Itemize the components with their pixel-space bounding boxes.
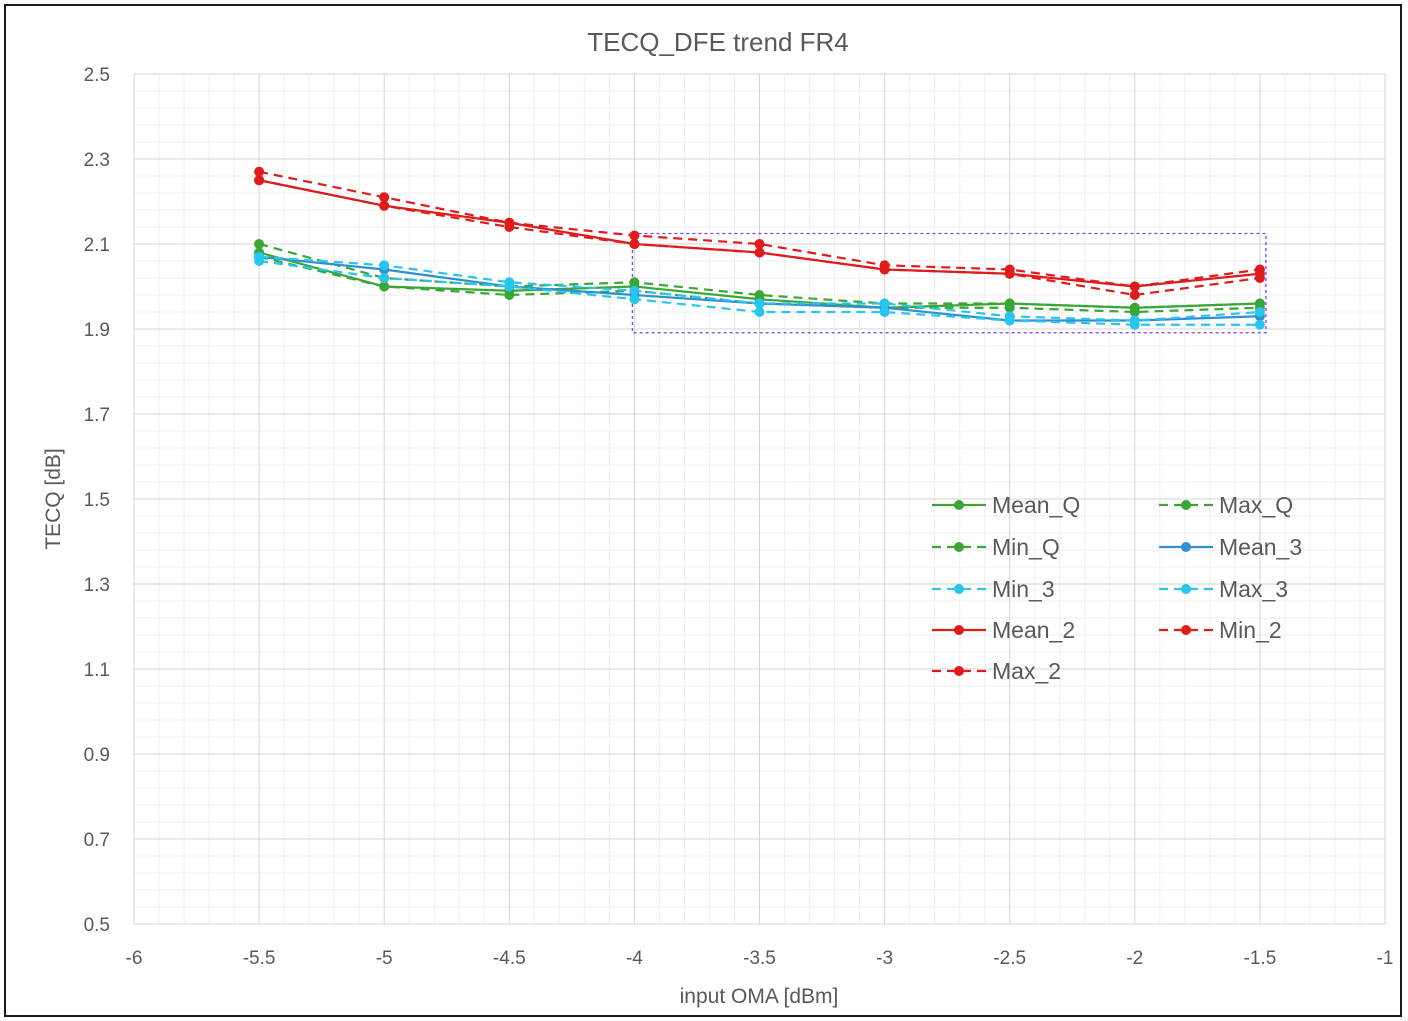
legend-item-min-3: Min_3: [932, 576, 1055, 602]
data-point: [379, 281, 390, 292]
legend-label: Min_Q: [992, 534, 1060, 560]
x-tick-label: -5.5: [243, 948, 276, 969]
data-point: [1254, 273, 1265, 283]
y-tick-label: 2.1: [84, 235, 110, 256]
legend-label: Mean_Q: [992, 492, 1080, 518]
data-point: [629, 294, 640, 305]
data-point: [1129, 281, 1140, 292]
data-point: [1254, 319, 1265, 330]
data-point: [1129, 307, 1140, 317]
y-tick-label: 1.7: [84, 405, 110, 426]
data-point: [879, 260, 890, 271]
x-tick-label: -1.5: [1244, 948, 1277, 969]
data-point: [1004, 264, 1015, 275]
x-tick-label: -3: [876, 948, 893, 969]
tick-labels: -6 -5.5 -5 -4.5 -4 -3.5 -3 -2.5 -2 -1.5 -1 0.5 0.7 0.…: [84, 65, 1394, 969]
legend-swatch-marker: [954, 584, 964, 594]
y-tick-label: 0.7: [84, 830, 110, 851]
data-point: [629, 239, 640, 249]
x-tick-label: -4.5: [493, 948, 526, 969]
x-tick-label: -3.5: [743, 948, 776, 969]
legend-label: Mean_3: [1219, 534, 1302, 560]
data-point: [504, 290, 515, 300]
legend-item-mean-q: Mean_Q: [932, 492, 1080, 518]
data-point: [1004, 302, 1015, 313]
series-line: [258, 255, 1260, 314]
legend-swatch-marker: [1181, 500, 1191, 510]
legend: Mean_Q Max_Q Min_Q Mean_3 Min_3 Max_3 Mean_2 Mi…: [932, 492, 1302, 684]
data-point: [504, 277, 515, 288]
data-point: [754, 247, 765, 258]
x-tick-label: -2.5: [993, 948, 1026, 969]
legend-item-max-2: Max_2: [932, 658, 1061, 684]
legend-label: Max_2: [992, 658, 1061, 684]
legend-swatch-marker: [954, 542, 964, 552]
legend-swatch-marker: [954, 625, 964, 635]
legend-item-min-q: Min_Q: [932, 534, 1060, 560]
data-point: [1254, 307, 1265, 317]
data-point: [379, 200, 390, 211]
legend-swatch-marker: [954, 500, 964, 510]
legend-label: Min_3: [992, 576, 1055, 602]
y-tick-label: 0.5: [84, 915, 110, 936]
legend-label: Mean_2: [992, 617, 1075, 643]
y-tick-label: 2.5: [84, 65, 110, 86]
data-point: [754, 290, 765, 300]
series-max-3: [254, 251, 1265, 326]
y-tick-label: 2.3: [84, 150, 110, 171]
y-tick-label: 1.3: [84, 575, 110, 596]
data-point: [379, 273, 390, 283]
data-point: [1129, 315, 1140, 326]
data-point: [879, 307, 890, 317]
x-axis-label: input OMA [dBm]: [680, 985, 839, 1008]
data-point: [629, 277, 640, 288]
legend-label: Min_2: [1219, 617, 1282, 643]
series-line: [258, 179, 1261, 297]
legend-item-mean-3: Mean_3: [1159, 534, 1302, 560]
legend-item-min-2: Min_2: [1159, 617, 1282, 643]
legend-label: Max_3: [1219, 576, 1288, 602]
y-tick-label: 1.9: [84, 320, 110, 341]
data-point: [1129, 290, 1140, 300]
data-point: [254, 251, 265, 262]
data-point: [379, 260, 390, 271]
y-tick-label: 1.5: [84, 490, 110, 511]
legend-item-max-3: Max_3: [1159, 576, 1288, 602]
legend-swatch-marker: [954, 666, 964, 676]
x-tick-label: -4: [626, 948, 643, 969]
legend-swatch-marker: [1181, 542, 1191, 552]
series-layer: [254, 166, 1265, 330]
legend-item-max-q: Max_Q: [1159, 492, 1293, 518]
y-tick-label: 1.1: [84, 660, 110, 681]
legend-swatch-marker: [1181, 625, 1191, 635]
data-point: [254, 175, 265, 186]
data-point: [754, 298, 765, 309]
data-point: [1254, 264, 1265, 275]
data-point: [504, 217, 515, 228]
data-point: [254, 166, 265, 177]
data-point: [379, 192, 390, 203]
data-point: [629, 285, 640, 296]
legend-item-mean-2: Mean_2: [932, 617, 1075, 643]
data-point: [254, 239, 265, 249]
legend-label: Max_Q: [1219, 492, 1293, 518]
x-tick-label: -6: [126, 948, 143, 969]
data-point: [879, 298, 890, 309]
y-tick-label: 0.9: [84, 745, 110, 766]
series-line: [258, 170, 1261, 288]
legend-swatch-marker: [1181, 584, 1191, 594]
x-tick-label: -1: [1377, 948, 1394, 969]
x-tick-label: -2: [1126, 948, 1143, 969]
y-axis-label: TECQ [dB]: [42, 448, 65, 550]
x-tick-label: -5: [376, 948, 393, 969]
grid: [133, 73, 1386, 925]
series-max-2: [254, 166, 1265, 292]
chart-title: TECQ_DFE trend FR4: [587, 27, 849, 57]
data-point: [1004, 311, 1015, 322]
chart-frame: [4, 4, 1402, 1017]
data-point: [754, 239, 765, 249]
data-point: [629, 230, 640, 241]
data-point: [754, 307, 765, 317]
